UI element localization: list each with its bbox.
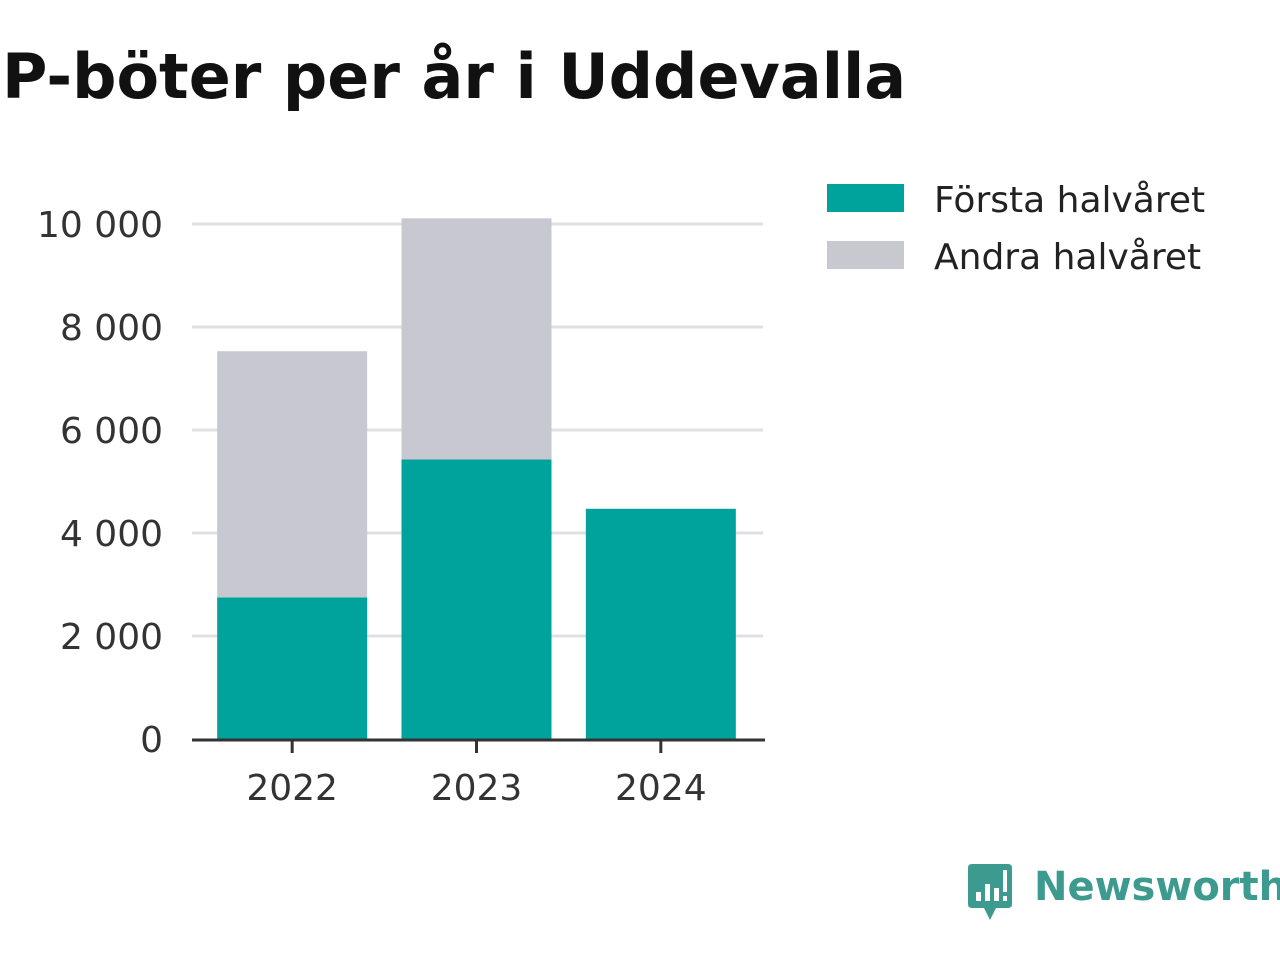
bar-segment xyxy=(585,508,736,739)
bar-segment xyxy=(217,597,368,739)
bars xyxy=(217,218,736,739)
y-tick-label: 0 xyxy=(140,720,163,761)
x-tick-label: 2022 xyxy=(246,768,338,809)
x-axis xyxy=(192,738,765,753)
chart-title: P-böter per år i Uddevalla xyxy=(2,40,907,113)
legend-label: Första halvåret xyxy=(934,180,1205,221)
legend-swatch xyxy=(827,241,904,269)
legend: Första halvåret Andra halvåret xyxy=(827,180,1205,278)
y-tick-label: 8 000 xyxy=(60,308,163,349)
legend-swatch xyxy=(827,184,904,212)
bar-segment xyxy=(217,351,368,598)
brand-name: Newsworthy xyxy=(1034,864,1280,910)
y-tick-label: 6 000 xyxy=(60,411,163,452)
y-tick-label: 4 000 xyxy=(60,514,163,555)
y-axis-labels: 0 2 000 4 000 6 000 8 000 10 000 xyxy=(37,205,163,761)
newsworthy-logo: Newsworthy xyxy=(964,862,1280,932)
x-axis-labels: 2022 2023 2024 xyxy=(246,768,706,809)
newsworthy-logo-icon xyxy=(968,864,1012,920)
x-tick-label: 2023 xyxy=(431,768,523,809)
bar-segment xyxy=(401,459,552,739)
x-tick-label: 2024 xyxy=(615,768,707,809)
y-tick-label: 10 000 xyxy=(37,205,163,246)
legend-label: Andra halvåret xyxy=(934,237,1201,278)
y-tick-label: 2 000 xyxy=(60,617,163,658)
bar-segment xyxy=(401,218,552,460)
